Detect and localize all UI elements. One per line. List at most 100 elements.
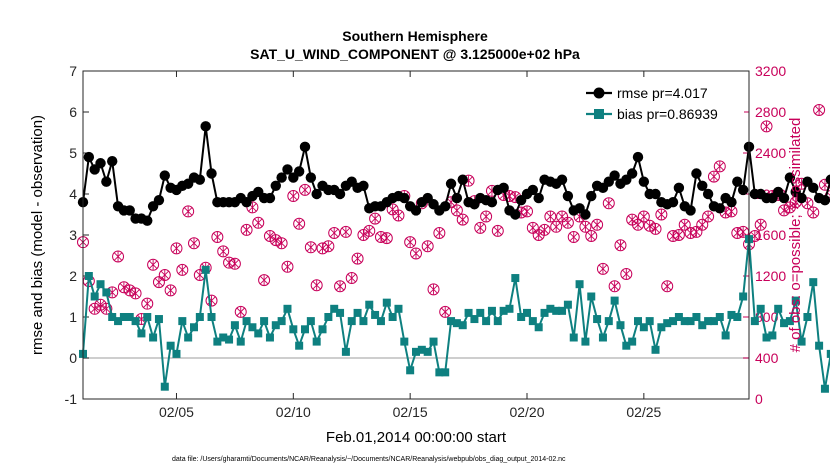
y-axis-label: rmse and bias (model - observation) xyxy=(29,115,46,355)
assimilated-obs-point xyxy=(324,241,333,252)
legend-rmse-marker xyxy=(593,87,605,99)
rmse-series xyxy=(77,121,830,226)
bias-series xyxy=(79,235,830,393)
assimilated-obs-point xyxy=(148,259,158,270)
bias-point xyxy=(371,310,380,319)
assimilated-obs-point xyxy=(364,225,374,236)
rmse-point xyxy=(510,209,521,220)
bias-point xyxy=(417,345,426,354)
possible-obs-point xyxy=(544,210,557,223)
assimilated-obs-point xyxy=(534,230,544,240)
bias-point xyxy=(166,341,175,350)
rmse-point xyxy=(825,174,830,185)
bias-point xyxy=(125,313,134,321)
rmse-point xyxy=(159,170,170,181)
assimilated-obs-point xyxy=(738,226,748,237)
assimilated-obs-point xyxy=(353,253,362,264)
bias-point xyxy=(774,304,783,313)
bias-point xyxy=(347,317,356,326)
y-tick-label: 3 xyxy=(69,227,77,243)
assimilated-obs-point xyxy=(288,191,298,202)
y2-tick-label: 400 xyxy=(755,350,779,366)
bias-point xyxy=(277,317,286,326)
data-file-footnote: data file: /Users/gharamti/Documents/NCA… xyxy=(172,456,566,463)
possible-obs-point xyxy=(410,247,422,260)
rmse-point xyxy=(650,188,661,200)
assimilated-obs-point xyxy=(242,224,251,235)
assimilated-obs-point xyxy=(335,281,345,292)
possible-obs-point xyxy=(304,241,317,254)
bias-point xyxy=(499,306,508,315)
rmse-point xyxy=(410,205,422,216)
assimilated-obs-point xyxy=(662,281,672,292)
possible-obs-point xyxy=(713,160,726,173)
possible-obs-point xyxy=(240,223,253,236)
bias-point xyxy=(528,317,537,326)
bias-point xyxy=(815,341,824,350)
rmse-point xyxy=(580,209,591,220)
y2-tick-label: 2400 xyxy=(755,145,786,161)
bias-point xyxy=(195,313,204,321)
bias-point xyxy=(213,337,222,346)
bias-point xyxy=(563,300,572,309)
assimilated-obs-point xyxy=(528,222,538,233)
possible-obs-point xyxy=(170,242,183,255)
bias-point xyxy=(283,304,292,313)
bias-point xyxy=(394,304,403,313)
assimilated-obs-point xyxy=(166,285,175,296)
possible-obs-point xyxy=(450,204,463,217)
rmse-point xyxy=(673,182,685,194)
assimilated-obs-point xyxy=(633,219,643,230)
rmse-point xyxy=(632,151,644,163)
assimilated-obs-point xyxy=(651,223,660,234)
bias-point xyxy=(704,317,713,326)
assimilated-obs-point xyxy=(808,207,818,218)
possible-obs-point xyxy=(433,226,446,239)
bias-point xyxy=(639,323,648,332)
assimilated-obs-point xyxy=(551,221,561,232)
bias-point xyxy=(400,337,409,346)
rmse-point xyxy=(702,188,714,200)
bias-point xyxy=(820,384,829,393)
assimilated-obs-point xyxy=(621,268,631,279)
plot-frame xyxy=(82,70,750,400)
chart-subtitle: SAT_U_WIND_COMPONENT @ 3.125000e+02 hPa xyxy=(250,46,580,62)
rmse-point xyxy=(486,197,498,208)
assimilated-obs-point xyxy=(236,306,246,317)
assimilated-obs-point xyxy=(411,248,421,259)
y-tick-label: -1 xyxy=(65,391,78,407)
bias-point xyxy=(803,313,812,321)
possible-obs-point xyxy=(211,231,224,244)
bias-point xyxy=(826,349,830,358)
possible-obs-point xyxy=(205,294,218,307)
bias-point xyxy=(458,321,467,330)
rmse-point xyxy=(732,176,743,187)
assimilated-obs-point xyxy=(90,303,100,314)
assimilated-obs-point xyxy=(709,171,719,182)
bias-point xyxy=(324,313,333,321)
bias-point xyxy=(301,325,309,334)
rmse-point xyxy=(533,192,544,204)
rmse-point xyxy=(440,201,451,212)
rmse-point xyxy=(714,203,725,214)
bias-point xyxy=(318,325,327,334)
bias-point xyxy=(517,313,526,321)
possible-obs-point xyxy=(456,213,469,226)
possible-obs-point xyxy=(702,210,715,223)
assimilated-obs-point xyxy=(785,202,795,213)
bias-point xyxy=(406,366,415,375)
assimilated-obs-point xyxy=(756,219,766,230)
possible-obs-point xyxy=(561,216,574,229)
rmse-point xyxy=(527,184,539,196)
bias-point xyxy=(201,265,210,274)
rmse-point xyxy=(334,188,346,200)
assimilated-obs-point xyxy=(283,261,292,272)
y2-tick-label: 0 xyxy=(755,391,763,407)
possible-obs-point xyxy=(176,263,189,276)
bias-point xyxy=(733,313,742,321)
possible-obs-point xyxy=(188,237,200,250)
assimilated-obs-point xyxy=(213,232,222,243)
y-tick-label: 0 xyxy=(69,350,77,366)
bias-point xyxy=(131,317,140,326)
